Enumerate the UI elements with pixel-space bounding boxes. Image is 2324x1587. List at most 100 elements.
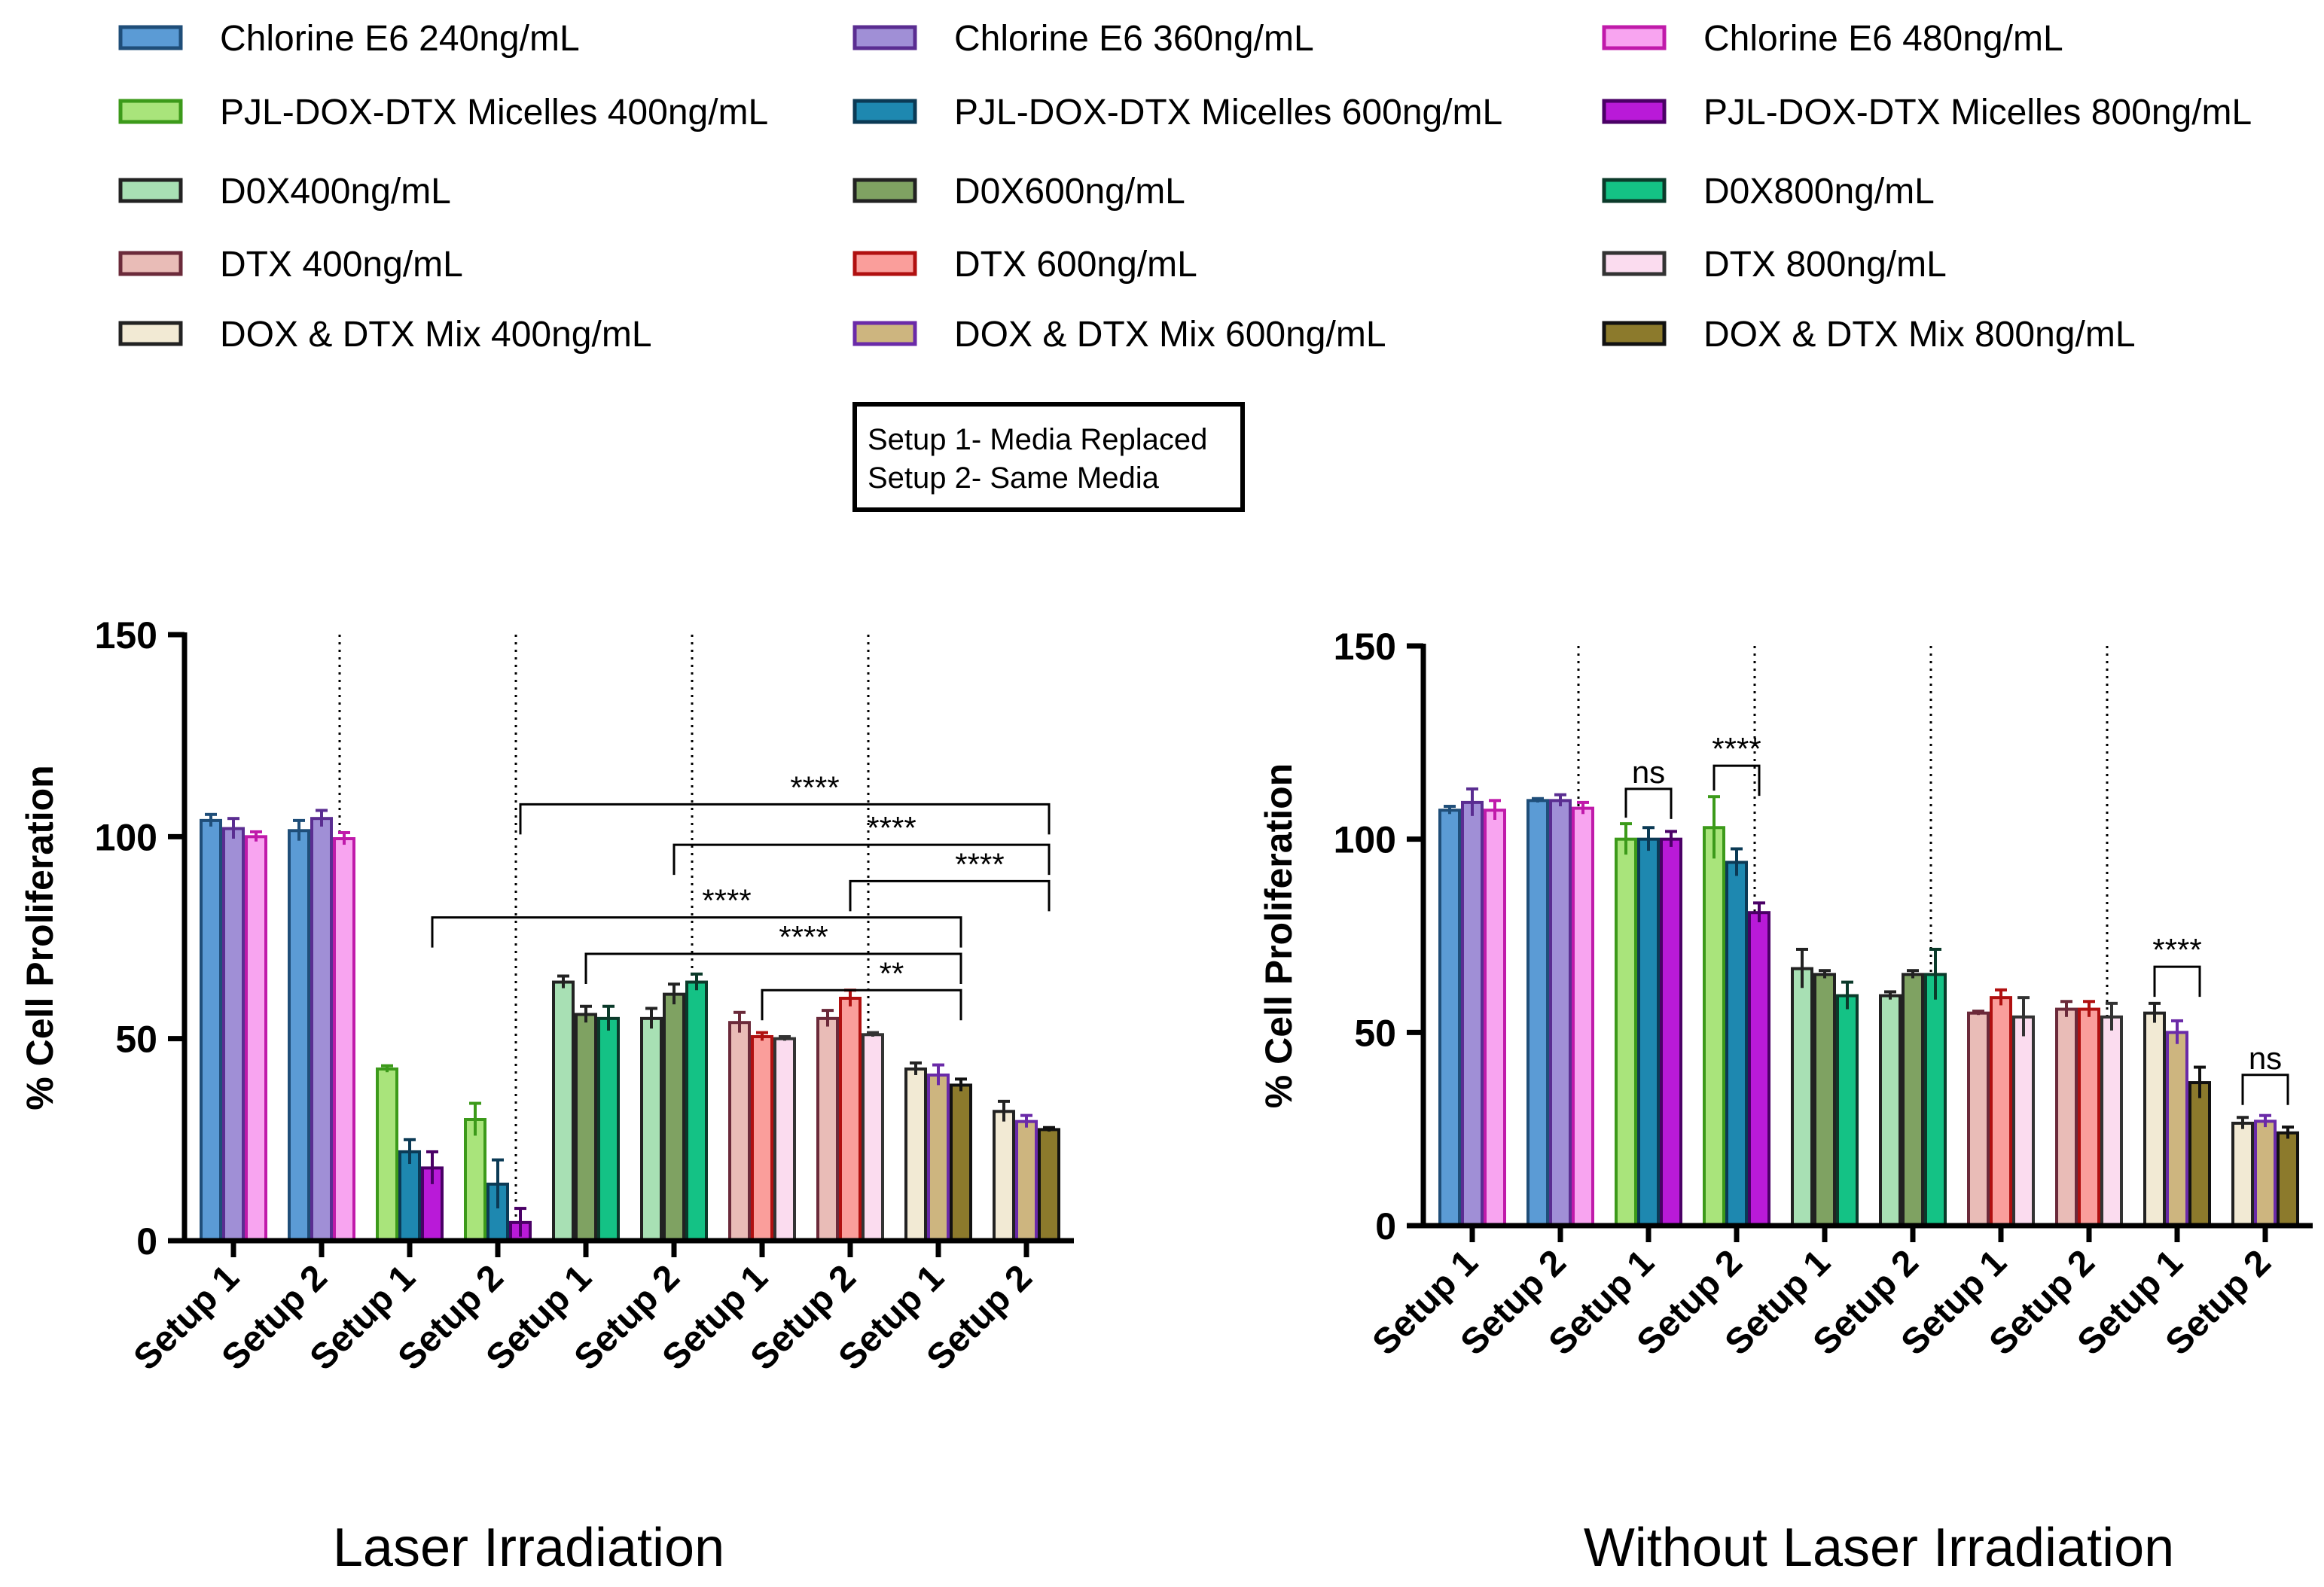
bar	[663, 992, 685, 1242]
setup-note-line-2: Setup 2- Same Media	[868, 461, 1160, 495]
setup-note-box	[852, 402, 1245, 512]
significance-label: ****	[955, 846, 1004, 882]
legend-label: D0X600ng/mL	[954, 172, 1185, 212]
bar	[685, 980, 708, 1242]
bar	[2100, 1015, 2123, 1228]
bar	[310, 817, 333, 1242]
bar	[464, 1118, 486, 1242]
y-tick-label: 100	[1334, 819, 1396, 861]
bar	[1615, 837, 1637, 1227]
bar	[1461, 800, 1484, 1227]
y-tick-label: 0	[136, 1220, 157, 1263]
bar	[333, 837, 355, 1243]
legend-swatch	[118, 321, 183, 346]
bar	[862, 1033, 884, 1243]
bar	[904, 1067, 927, 1242]
significance-bracket	[2153, 965, 2201, 998]
legend-label: PJL-DOX-DTX Micelles 600ng/mL	[954, 93, 1502, 133]
bar	[1791, 967, 1813, 1227]
bar	[2012, 1015, 2035, 1228]
significance-label: ****	[702, 883, 751, 918]
no-laser-chart-caption: Without Laser Irradiation	[1584, 1518, 2174, 1578]
y-axis-label: % Cell Proliferation	[19, 765, 61, 1110]
significance-bracket	[431, 916, 962, 948]
legend-swatch	[852, 178, 917, 203]
bar	[1836, 994, 1859, 1227]
bar	[1725, 861, 1748, 1227]
legend-swatch	[852, 25, 917, 50]
legend-swatch	[1602, 99, 1667, 124]
significance-bracket	[519, 803, 1051, 835]
legend-label: DTX 800ng/mL	[1703, 245, 1947, 285]
bar	[1813, 973, 1836, 1228]
bar	[2277, 1131, 2299, 1228]
legend-label: Chlorine E6 240ng/mL	[220, 19, 580, 59]
bar	[1572, 806, 1594, 1227]
significance-label: ****	[867, 810, 916, 845]
bar	[2166, 1031, 2188, 1228]
legend-swatch	[118, 25, 183, 50]
y-tick-label: 150	[1334, 626, 1396, 668]
legend-swatch	[118, 251, 183, 276]
bar	[2231, 1121, 2254, 1228]
significance-bracket	[761, 988, 962, 1021]
significance-label: ****	[2152, 932, 2201, 967]
bar	[1902, 973, 1924, 1228]
bar	[1549, 799, 1572, 1228]
bar	[993, 1110, 1015, 1243]
significance-label: ****	[779, 919, 828, 955]
legend-label: D0X800ng/mL	[1703, 172, 1935, 212]
legend-swatch	[1602, 321, 1667, 346]
legend-label: DTX 400ng/mL	[220, 245, 463, 285]
bar	[597, 1016, 620, 1243]
bar	[2055, 1007, 2078, 1227]
legend-label: D0X400ng/mL	[220, 172, 451, 212]
significance-label: ns	[2249, 1040, 2282, 1076]
legend-swatch	[1602, 251, 1667, 276]
bar	[1703, 826, 1725, 1228]
legend-swatch	[118, 99, 183, 124]
bar	[575, 1013, 597, 1242]
significance-label: ns	[1632, 754, 1665, 790]
bar	[640, 1016, 663, 1243]
bar	[1967, 1011, 1990, 1227]
y-tick-label: 150	[95, 614, 157, 656]
bar	[751, 1034, 773, 1242]
bar	[1438, 809, 1461, 1227]
bar	[200, 818, 222, 1243]
bar	[1924, 973, 1947, 1228]
significance-label: ****	[790, 769, 839, 805]
laser-chart-caption: Laser Irradiation	[333, 1518, 724, 1578]
setup-note: Setup 1- Media Replaced Setup 2- Same Me…	[852, 402, 1245, 512]
legend-label: DOX & DTX Mix 800ng/mL	[1703, 315, 2136, 355]
y-tick-label: 50	[1354, 1012, 1396, 1054]
legend-label: PJL-DOX-DTX Micelles 800ng/mL	[1703, 93, 2252, 133]
legend-label: Chlorine E6 360ng/mL	[954, 19, 1314, 59]
legend-label: DOX & DTX Mix 400ng/mL	[220, 315, 652, 355]
legend-swatch	[852, 251, 917, 276]
significance-bracket	[849, 879, 1051, 912]
bar	[2143, 1011, 2166, 1227]
bar	[222, 827, 245, 1242]
bar	[1526, 799, 1549, 1228]
bar	[1015, 1119, 1038, 1243]
bar	[1748, 911, 1770, 1227]
legend-swatch	[1602, 178, 1667, 203]
bar	[1637, 837, 1660, 1227]
setup-note-line-1: Setup 1- Media Replaced	[868, 423, 1207, 456]
bar	[950, 1083, 972, 1242]
legend-label: DOX & DTX Mix 600ng/mL	[954, 315, 1386, 355]
bar	[1990, 996, 2012, 1227]
significance-label: **	[880, 955, 904, 991]
significance-bracket	[672, 843, 1051, 876]
bar	[2188, 1081, 2211, 1227]
bar	[728, 1021, 751, 1242]
bar	[927, 1073, 950, 1243]
legend-swatch	[852, 321, 917, 346]
significance-bracket	[2241, 1074, 2289, 1105]
legend-swatch	[1602, 25, 1667, 50]
bar	[245, 835, 267, 1243]
bar	[288, 829, 310, 1242]
